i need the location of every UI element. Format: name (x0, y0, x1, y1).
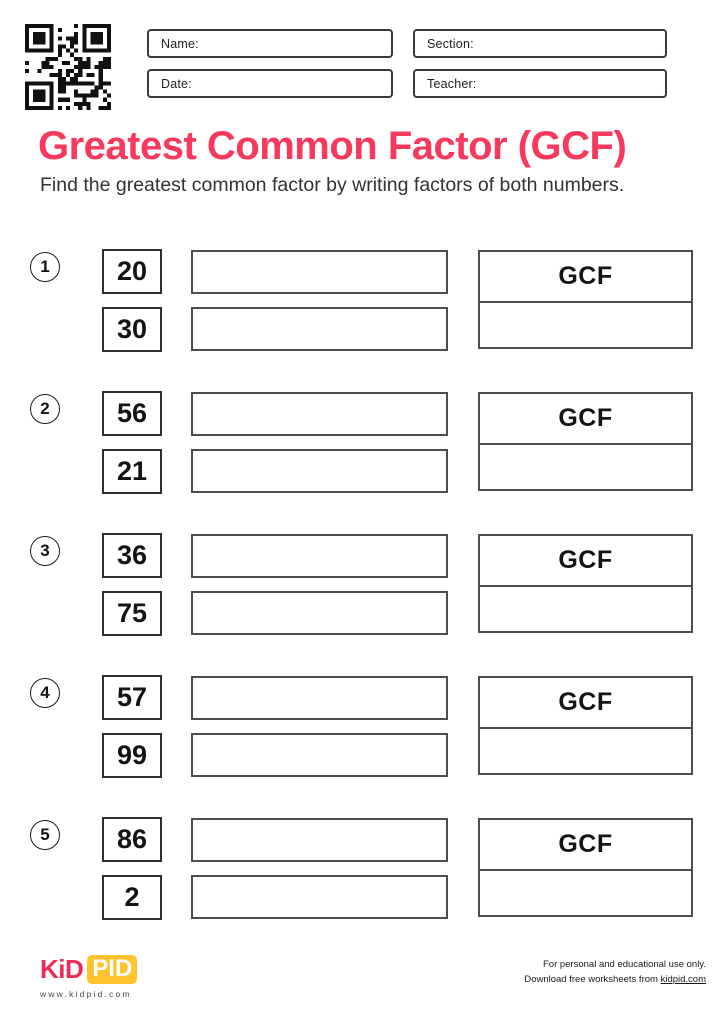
factors-input-box[interactable] (191, 307, 448, 351)
gcf-answer-box[interactable] (480, 871, 691, 915)
qr-code-image (25, 24, 111, 110)
problem-number-badge: 5 (30, 820, 60, 850)
gcf-box: GCF (478, 250, 693, 349)
page-subtitle: Find the greatest common factor by writi… (40, 174, 625, 196)
name-field[interactable]: Name: (147, 29, 393, 58)
gcf-answer-box[interactable] (480, 445, 691, 489)
given-number-box: 99 (102, 733, 162, 778)
teacher-field[interactable]: Teacher: (413, 69, 667, 98)
gcf-answer-box[interactable] (480, 303, 691, 347)
logo-pid-badge: PID (87, 955, 138, 984)
problem-number-badge: 3 (30, 536, 60, 566)
given-number-box: 36 (102, 533, 162, 578)
problem-row: 1 20 30 GCF (0, 249, 720, 352)
factors-input-box[interactable] (191, 250, 448, 294)
problem-number-badge: 4 (30, 678, 60, 708)
given-number-box: 20 (102, 249, 162, 294)
section-field-label: Section: (427, 36, 474, 51)
section-field[interactable]: Section: (413, 29, 667, 58)
problem-row: 4 57 99 GCF (0, 675, 720, 778)
gcf-label: GCF (480, 252, 691, 303)
gcf-box: GCF (478, 818, 693, 917)
problem-row: 2 56 21 GCF (0, 391, 720, 494)
factors-input-box[interactable] (191, 534, 448, 578)
given-number-box: 56 (102, 391, 162, 436)
factors-input-box[interactable] (191, 733, 448, 777)
factors-input-box[interactable] (191, 591, 448, 635)
gcf-box: GCF (478, 392, 693, 491)
gcf-label: GCF (480, 536, 691, 587)
gcf-box: GCF (478, 534, 693, 633)
given-number-box: 2 (102, 875, 162, 920)
date-field[interactable]: Date: (147, 69, 393, 98)
kidpid-logo: KiD PID www.kidpid.com (40, 954, 138, 999)
factors-input-box[interactable] (191, 392, 448, 436)
factors-input-box[interactable] (191, 875, 448, 919)
gcf-answer-box[interactable] (480, 729, 691, 773)
given-number-box: 57 (102, 675, 162, 720)
logo-kid-text: KiD (40, 954, 84, 984)
problem-number-badge: 2 (30, 394, 60, 424)
footer-note: For personal and educational use only. D… (524, 957, 706, 987)
date-field-label: Date: (161, 76, 192, 91)
given-number-box: 21 (102, 449, 162, 494)
logo-website-text: www.kidpid.com (40, 989, 132, 999)
page-title: Greatest Common Factor (GCF) (38, 124, 627, 168)
gcf-label: GCF (480, 820, 691, 871)
kidpid-link[interactable]: kidpid.com (660, 974, 706, 985)
problem-row: 3 36 75 GCF (0, 533, 720, 636)
gcf-box: GCF (478, 676, 693, 775)
gcf-answer-box[interactable] (480, 587, 691, 631)
given-number-box: 30 (102, 307, 162, 352)
factors-input-box[interactable] (191, 676, 448, 720)
teacher-field-label: Teacher: (427, 76, 477, 91)
given-number-box: 86 (102, 817, 162, 862)
factors-input-box[interactable] (191, 449, 448, 493)
given-number-box: 75 (102, 591, 162, 636)
footer-note-line1: For personal and educational use only. (542, 959, 706, 970)
name-field-label: Name: (161, 36, 199, 51)
factors-input-box[interactable] (191, 818, 448, 862)
problem-number-badge: 1 (30, 252, 60, 282)
gcf-label: GCF (480, 394, 691, 445)
footer-note-line2: Download free worksheets from kidpid.com (524, 974, 706, 985)
problem-row: 5 86 2 GCF (0, 817, 720, 920)
gcf-label: GCF (480, 678, 691, 729)
